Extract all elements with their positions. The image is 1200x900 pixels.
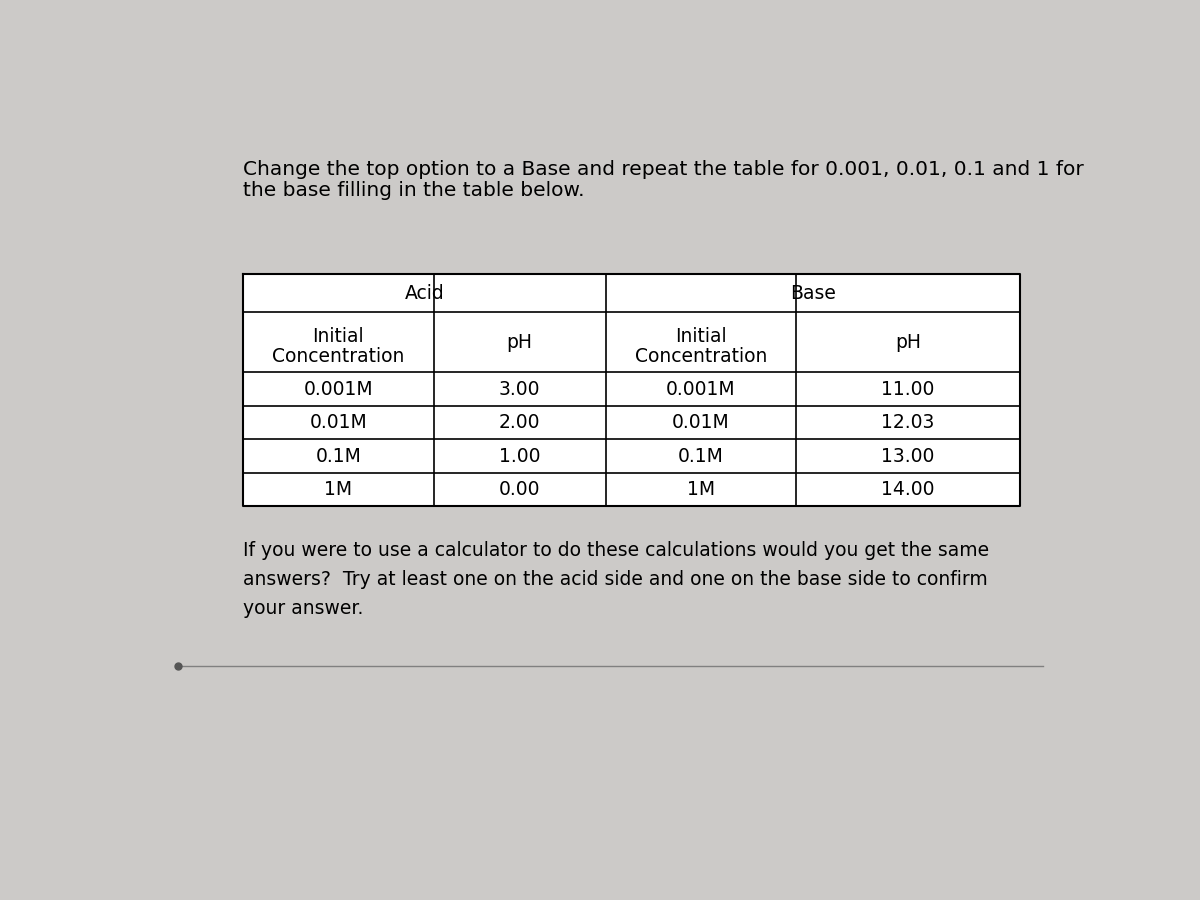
Text: 0.01M: 0.01M [672, 413, 730, 432]
Text: 12.03: 12.03 [881, 413, 935, 432]
Text: pH: pH [506, 333, 533, 352]
Text: 14.00: 14.00 [881, 481, 935, 500]
Text: pH: pH [895, 333, 920, 352]
Text: 0.00: 0.00 [499, 481, 540, 500]
Text: 1M: 1M [686, 481, 715, 500]
Text: 1.00: 1.00 [499, 446, 540, 465]
Text: 1M: 1M [324, 481, 353, 500]
Text: Initial: Initial [312, 328, 364, 346]
Text: 0.001M: 0.001M [304, 380, 373, 399]
Text: Initial: Initial [676, 328, 727, 346]
Text: answers?  Try at least one on the acid side and one on the base side to confirm: answers? Try at least one on the acid si… [242, 571, 988, 590]
Text: your answer.: your answer. [242, 599, 364, 618]
Text: 0.1M: 0.1M [316, 446, 361, 465]
Text: 3.00: 3.00 [499, 380, 540, 399]
Text: 0.01M: 0.01M [310, 413, 367, 432]
Text: Concentration: Concentration [635, 346, 767, 365]
Text: 11.00: 11.00 [881, 380, 935, 399]
Text: Concentration: Concentration [272, 346, 404, 365]
Text: 13.00: 13.00 [881, 446, 935, 465]
Text: 0.1M: 0.1M [678, 446, 724, 465]
Text: If you were to use a calculator to do these calculations would you get the same: If you were to use a calculator to do th… [242, 541, 989, 560]
Text: Change the top option to a Base and repeat the table for 0.001, 0.01, 0.1 and 1 : Change the top option to a Base and repe… [242, 160, 1084, 179]
Text: Base: Base [790, 284, 835, 302]
Text: 2.00: 2.00 [499, 413, 540, 432]
Text: Acid: Acid [404, 284, 444, 302]
Text: the base filling in the table below.: the base filling in the table below. [242, 181, 584, 200]
Text: 0.001M: 0.001M [666, 380, 736, 399]
